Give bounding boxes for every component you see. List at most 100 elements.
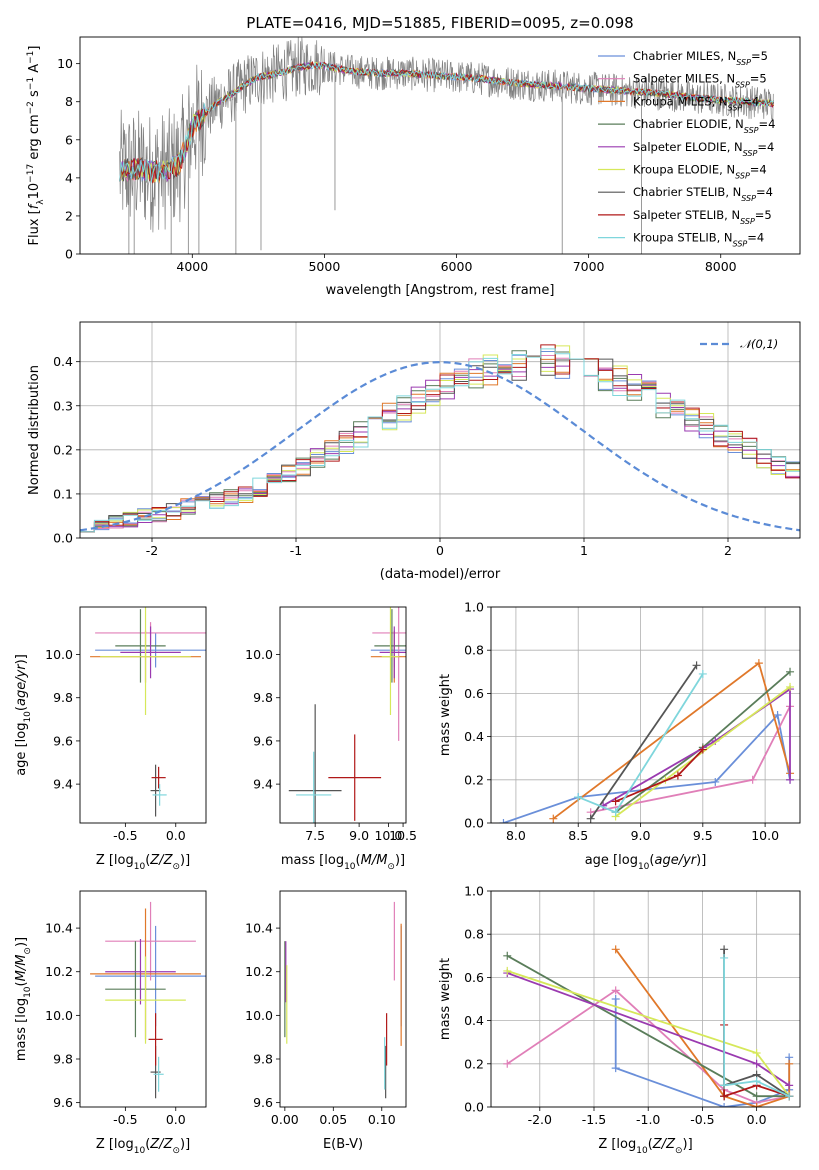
weight-marker <box>752 1049 761 1057</box>
model-line-9 <box>119 61 774 183</box>
y-tick-label: 1.0 <box>464 884 484 899</box>
mass_vs_age-frame <box>279 606 407 824</box>
weight-line-9 <box>723 958 790 1098</box>
y-tick-label: 0.4 <box>53 354 73 369</box>
ebv_vs_mass-frame <box>279 890 407 1108</box>
weight-marker <box>785 1081 794 1090</box>
y-tick-label: 9.6 <box>253 733 273 748</box>
x-axis-label: Z [log10(Z/Z⊙)] <box>96 1137 190 1156</box>
weight-marker <box>611 945 620 954</box>
weight-marker <box>720 1103 729 1107</box>
weight-marker <box>720 1081 729 1090</box>
y-tick-label: 9.6 <box>53 1095 73 1110</box>
weight-marker <box>503 966 512 975</box>
legend-label: Salpeter MILES, NSSP=5 <box>633 72 767 90</box>
x-tick-label: 0.0 <box>166 828 186 843</box>
y-tick-label: 0.8 <box>464 927 484 942</box>
weight-line-7 <box>589 664 698 820</box>
y-axis-label: age [log10(age/yr)] <box>14 654 33 776</box>
weight-marker <box>549 814 558 823</box>
y-axis-label: mass weight <box>438 958 453 1040</box>
y-tick-label: 0.0 <box>464 816 484 831</box>
x-tick-label: 7.5 <box>305 828 325 843</box>
weight-marker <box>611 986 620 995</box>
weight-marker <box>611 1064 620 1073</box>
y-tick-label: 0.2 <box>53 442 73 457</box>
y-tick-label: 0.4 <box>464 1013 484 1028</box>
weight-marker <box>574 793 583 802</box>
y-tick-label: 9.8 <box>53 1052 73 1067</box>
y-tick-label: 0 <box>65 247 73 262</box>
residual-plot <box>80 344 800 533</box>
y-tick-label: 10 <box>57 56 73 71</box>
x-tick-label: 0 <box>436 543 444 558</box>
y-tick-label: 0.1 <box>53 486 73 501</box>
weight-marker <box>711 777 720 786</box>
x-axis-label: E(B-V) <box>323 1137 363 1152</box>
weight-marker <box>720 1092 729 1101</box>
weight-marker <box>720 953 729 962</box>
ebv_vs_mass-points <box>284 901 402 1099</box>
y-tick-label: 10.4 <box>45 921 73 936</box>
x-tick-label: -2 <box>146 543 158 558</box>
spectrum-axes: 4000 5000 6000 7000 8000 0 2 4 6 8 10 <box>57 56 737 274</box>
z_mass_weight-frame <box>490 890 801 1108</box>
x-tick-label: 2 <box>724 543 732 558</box>
spectrum-frame <box>79 36 801 255</box>
histogram-kroupa_stelib <box>80 348 800 533</box>
y-tick-label: 9.4 <box>53 777 73 792</box>
z_vs_age-axes: -0.5 0.0 9.4 9.6 9.8 10.0 <box>45 647 186 843</box>
weight-marker <box>586 814 595 823</box>
legend-label: Kroupa MILES, NSSP=4 <box>633 94 759 112</box>
weight-marker <box>786 682 795 691</box>
age_mass_weight-lines <box>499 659 795 823</box>
weight-marker <box>503 1059 512 1068</box>
weight-marker <box>698 745 707 754</box>
y-tick-label: 0.6 <box>464 686 484 701</box>
z_vs_mass-points <box>90 901 206 1099</box>
x-tick-label: -1.5 <box>582 1112 606 1127</box>
z_vs_mass-axes: -0.5 0.0 9.6 9.8 10.0 10.2 10.4 <box>45 921 186 1127</box>
weight-marker <box>503 951 512 960</box>
ebv_vs_mass-axes: 0.00 0.05 0.10 9.6 9.8 10.0 10.2 10.4 <box>245 921 396 1127</box>
y-tick-label: 10.0 <box>45 647 73 662</box>
y-tick-label: 10.0 <box>45 1008 73 1023</box>
y-tick-label: 0.2 <box>464 1056 484 1071</box>
x-axis-label: mass [log10(M/M⊙)] <box>281 853 405 872</box>
y-tick-label: 9.8 <box>53 690 73 705</box>
weight-marker <box>611 995 620 1003</box>
y-tick-label: 0.2 <box>464 772 484 787</box>
z_vs_age-points <box>90 607 206 817</box>
weight-marker <box>673 771 682 780</box>
x-axis-label: wavelength [Angstrom, rest frame] <box>326 283 555 298</box>
weight-marker <box>786 775 795 784</box>
normal-curve <box>80 360 800 532</box>
observed-spectrum-line <box>119 37 774 233</box>
legend-label: Chabrier STELIB, NSSP=4 <box>633 185 773 203</box>
legend-label: Salpeter STELIB, NSSP=5 <box>633 208 772 226</box>
legend-label: Chabrier ELODIE, NSSP=4 <box>633 117 775 135</box>
x-tick-label: 9.0 <box>349 828 369 843</box>
x-tick-label: -1.0 <box>636 1112 660 1127</box>
x-tick-label: 9.0 <box>631 828 651 843</box>
x-tick-label: 0.0 <box>747 1112 767 1127</box>
y-tick-label: 8 <box>65 94 73 109</box>
y-tick-label: 10.2 <box>245 964 273 979</box>
z_mass_weight-lines <box>503 945 794 1107</box>
z_vs_mass-frame <box>79 890 207 1108</box>
y-tick-label: 10.2 <box>45 964 73 979</box>
y-tick-label: 10.0 <box>245 647 273 662</box>
weight-marker <box>611 797 620 806</box>
x-axis-label: Z [log10(Z/Z⊙)] <box>96 853 190 872</box>
x-tick-label: 9.5 <box>693 828 713 843</box>
y-tick-label: 4 <box>65 170 73 185</box>
weight-marker <box>499 819 508 823</box>
figure-title: PLATE=0416, MJD=51885, FIBERID=0095, z=0… <box>246 14 633 32</box>
y-tick-label: 9.8 <box>253 1052 273 1067</box>
x-tick-label: 1 <box>580 543 588 558</box>
y-tick-label: 0.0 <box>53 531 73 546</box>
y-tick-label: 9.8 <box>253 690 273 705</box>
age_mass_weight-axes: 8.0 8.5 9.0 9.5 10.0 0.0 0.2 0.4 0.6 0.8 1.0 <box>464 600 800 843</box>
y-axis-label: Normed distribution <box>27 365 42 495</box>
x-tick-label: -0.5 <box>113 1112 137 1127</box>
